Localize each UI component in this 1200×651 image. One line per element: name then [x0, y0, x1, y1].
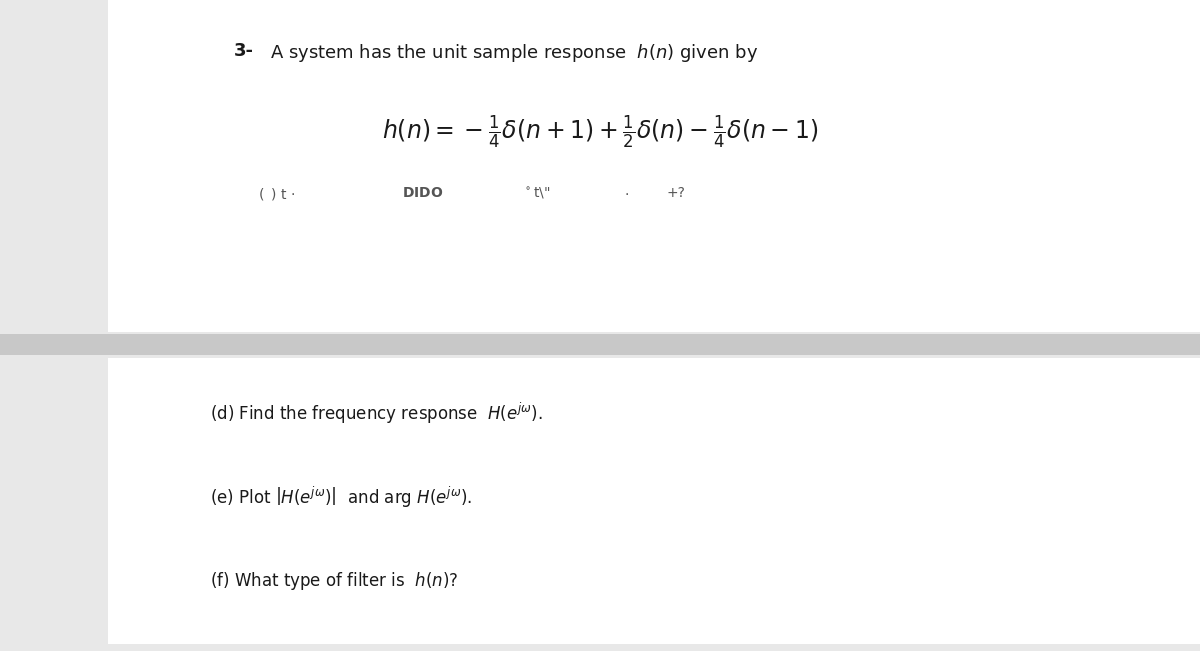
Text: (f) What type of filter is  $\mathit{h(n)}$?: (f) What type of filter is $\mathit{h(n)… [210, 570, 458, 592]
Text: +?: +? [666, 186, 685, 200]
Text: $h(n)=-\frac{1}{4}\delta(n+1)+\frac{1}{2}\delta(n)-\frac{1}{4}\delta(n-1)$: $h(n)=-\frac{1}{4}\delta(n+1)+\frac{1}{2… [382, 114, 818, 151]
Text: $(\;\;)$ t $\cdot$: $(\;\;)$ t $\cdot$ [258, 186, 295, 202]
Text: A system has the unit sample response  $\mathit{h(n)}$ given by: A system has the unit sample response $\… [270, 42, 758, 64]
Text: $\mathbf{\,^{\circ}\!}$ t\": $\mathbf{\,^{\circ}\!}$ t\" [522, 186, 551, 201]
Text: $\mathbf{DIDO}$: $\mathbf{DIDO}$ [402, 186, 443, 200]
Text: $\cdot$: $\cdot$ [624, 186, 629, 200]
Text: 3-: 3- [234, 42, 254, 61]
Text: (e) Plot $\left|H(e^{j\omega})\right|$  and arg $H(e^{j\omega})$.: (e) Plot $\left|H(e^{j\omega})\right|$ a… [210, 485, 473, 510]
Text: (d) Find the frequency response  $H(e^{j\omega})$.: (d) Find the frequency response $H(e^{j\… [210, 400, 542, 426]
